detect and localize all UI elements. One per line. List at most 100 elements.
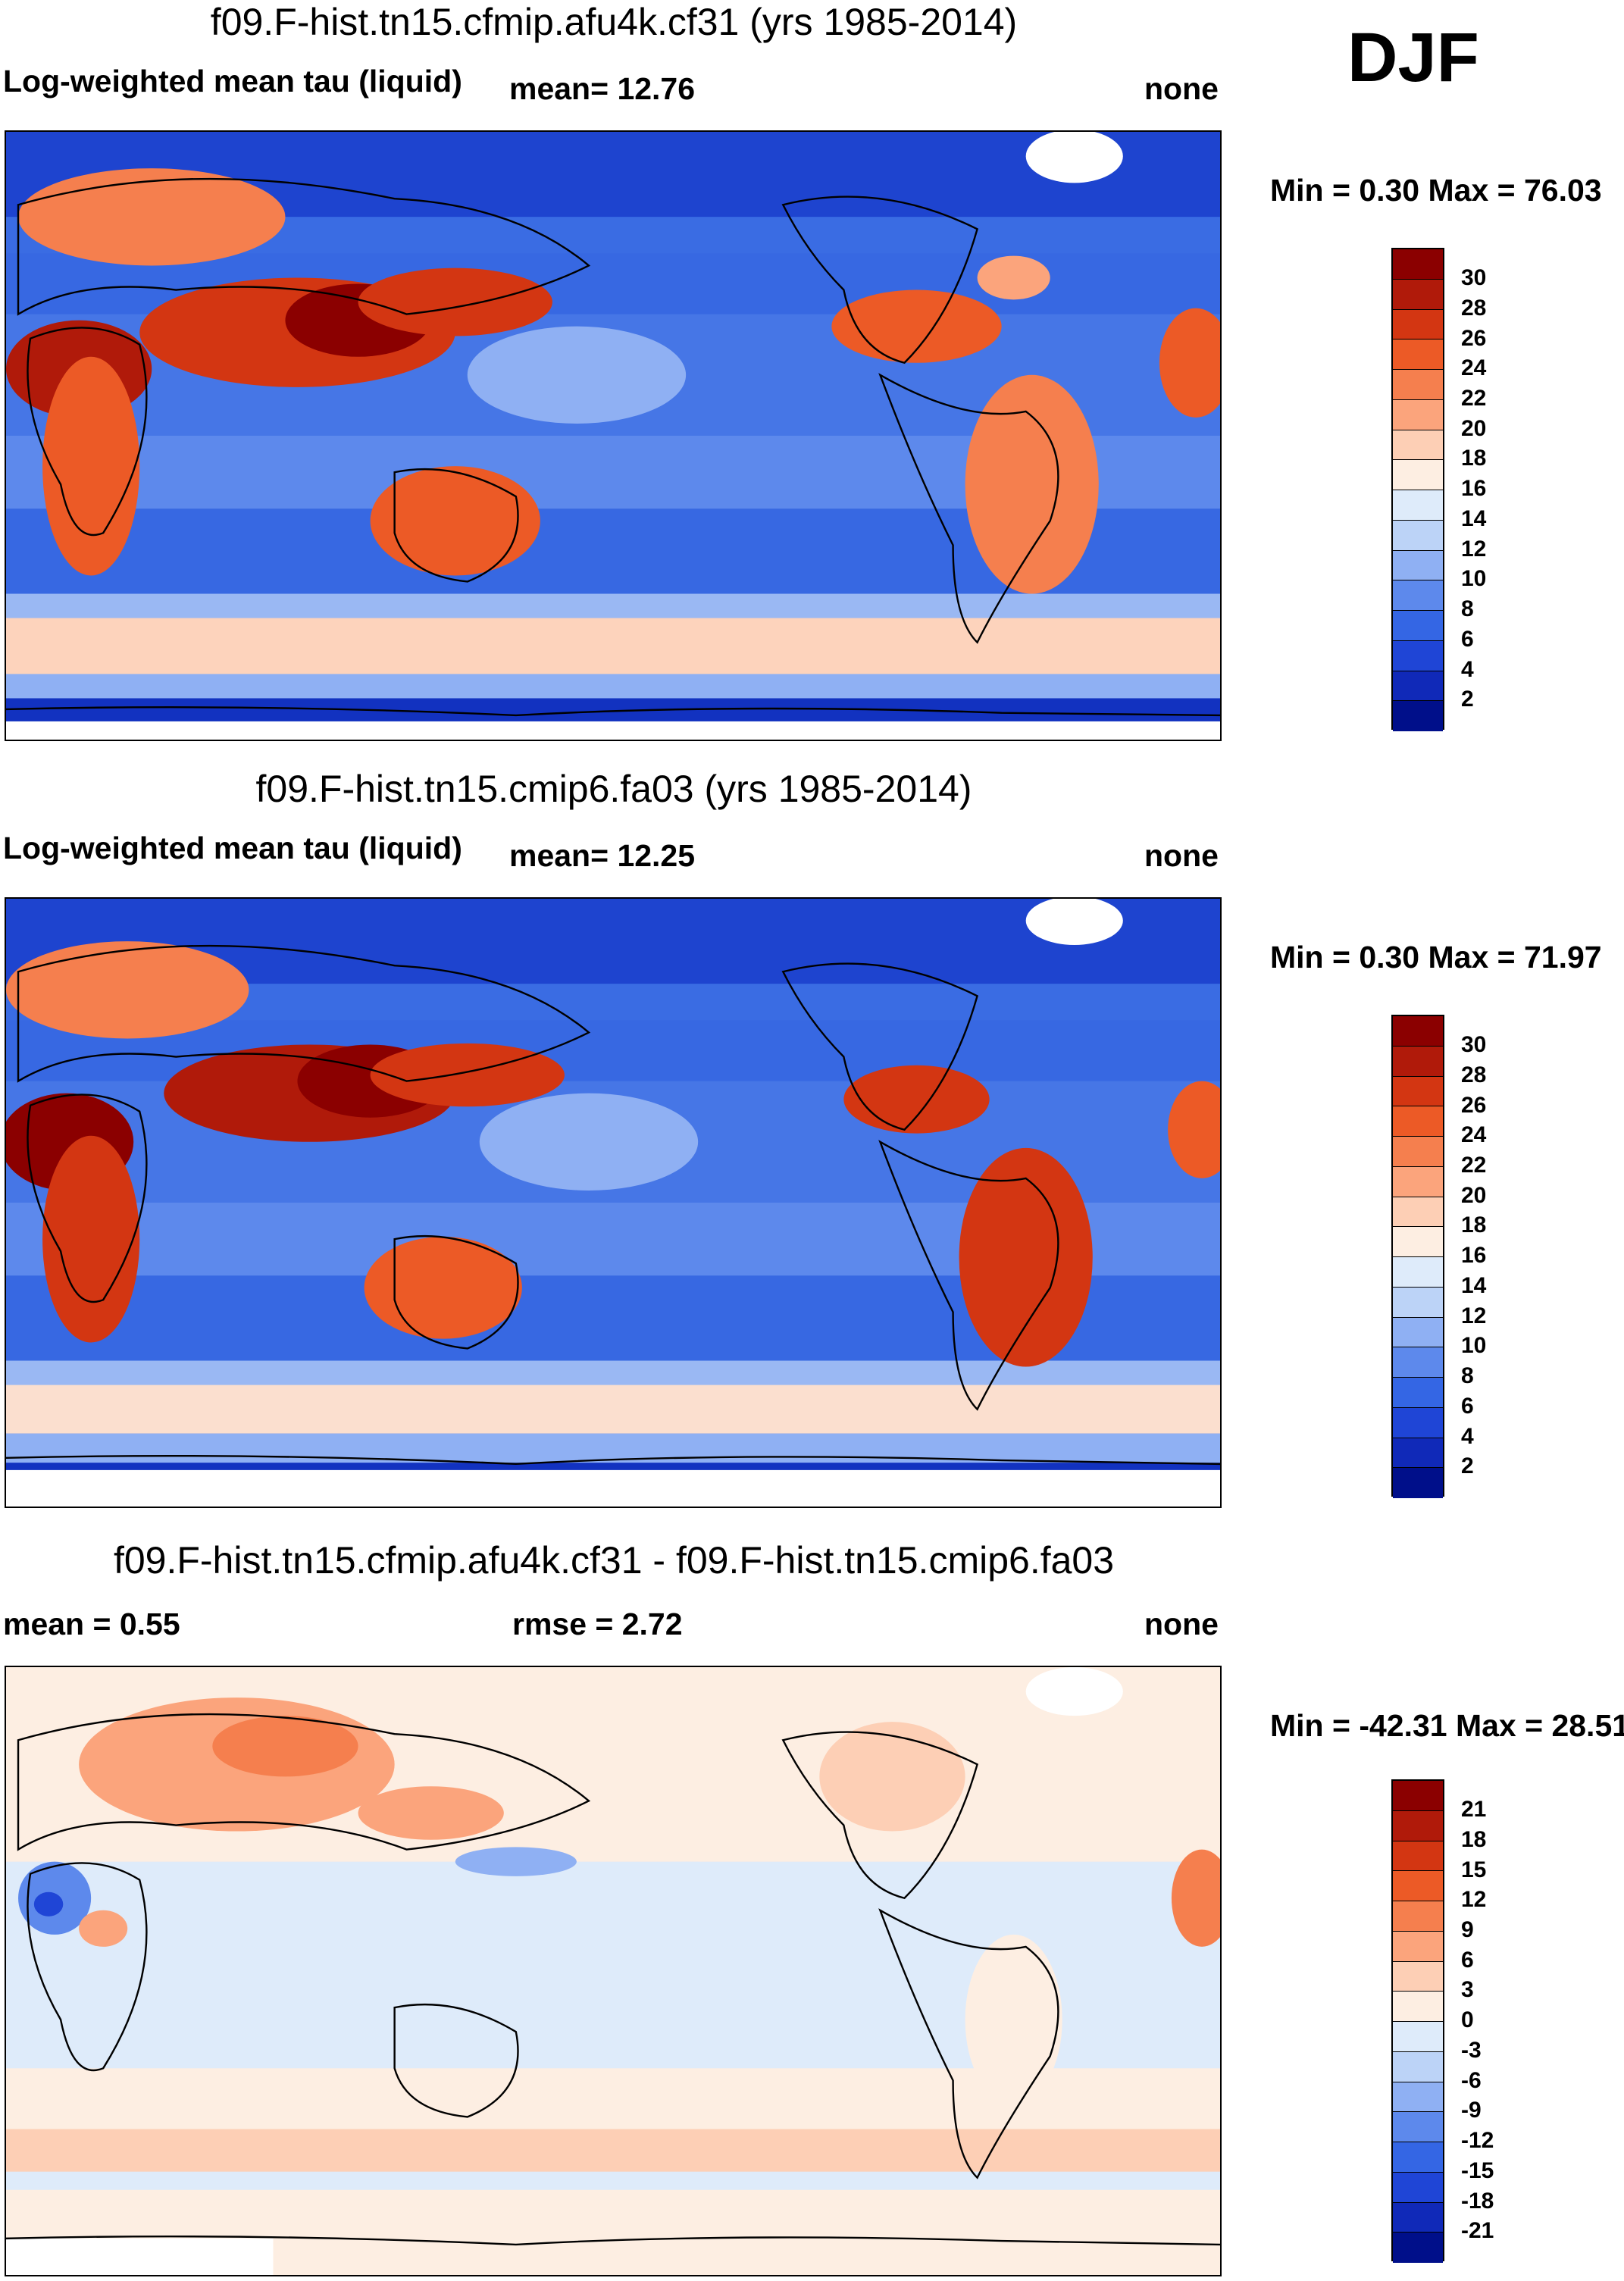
- panel1-colorbar-segment: [1393, 580, 1443, 611]
- panel3-colorbar-segment: [1393, 1931, 1443, 1962]
- panel3-tick-label: 12: [1461, 1887, 1487, 1912]
- panel1-tick-label: 22: [1461, 386, 1487, 411]
- panel3-colorbar-segment: [1393, 2142, 1443, 2173]
- panel3-minmax: Min = -42.31 Max = 28.51: [1270, 1708, 1624, 1743]
- panel1-tick-label: 14: [1461, 506, 1487, 531]
- panel2-tick-label: 4: [1461, 1424, 1474, 1449]
- season-label: DJF: [1347, 19, 1479, 96]
- panel1-colorbar-segment: [1393, 370, 1443, 400]
- panel3-colorbar-segment: [1393, 2022, 1443, 2052]
- panel1-tick-label: 2: [1461, 687, 1474, 712]
- panel1-colorbar-segment: [1393, 550, 1443, 581]
- panel1-colorbar-segment: [1393, 399, 1443, 430]
- panel2-minmax: Min = 0.30 Max = 71.97: [1270, 940, 1602, 975]
- panel1-map: [5, 130, 1222, 741]
- panel2-tick-label: 28: [1461, 1062, 1487, 1087]
- panel3-tick-label: -15: [1461, 2158, 1494, 2183]
- panel3-colorbar-segment: [1393, 2233, 1443, 2263]
- panel2-map-svg: [6, 899, 1220, 1507]
- panel2-tick-label: 20: [1461, 1183, 1487, 1208]
- panel2-colorbar-segment: [1393, 1076, 1443, 1107]
- panel2-colorbar-segment: [1393, 1106, 1443, 1137]
- panel2-tick-label: 6: [1461, 1394, 1474, 1419]
- panel3-tick-label: -21: [1461, 2218, 1494, 2243]
- panel1-colorbar-segment: [1393, 249, 1443, 280]
- panel1-colorbar-segment: [1393, 611, 1443, 641]
- panel3-colorbar-segment: [1393, 2202, 1443, 2233]
- panel1-tick-label: 20: [1461, 416, 1487, 441]
- panel2-tick-label: 24: [1461, 1122, 1487, 1147]
- panel3-colorbar-segment: [1393, 1781, 1443, 1811]
- panel1-title: f09.F-hist.tn15.cfmip.afu4k.cf31 (yrs 19…: [210, 1, 1018, 43]
- panel3-units: none: [1144, 1607, 1219, 1641]
- panel1-tick-label: 8: [1461, 596, 1474, 621]
- panel1-variable-label: Log-weighted mean tau (liquid): [3, 64, 462, 99]
- panel3-tick-label: 6: [1461, 1948, 1474, 1973]
- panel2-colorbar-segment: [1393, 1227, 1443, 1257]
- panel1-colorbar-segment: [1393, 490, 1443, 521]
- panel1-tick-label: 6: [1461, 627, 1474, 652]
- panel1-colorbar-segment: [1393, 309, 1443, 340]
- panel3-tick-label: 0: [1461, 2007, 1474, 2032]
- panel2-tick-label: 18: [1461, 1212, 1487, 1237]
- panel1-tick-label: 26: [1461, 326, 1487, 351]
- panel2-variable-label: Log-weighted mean tau (liquid): [3, 831, 462, 865]
- panel1-colorbar-segment: [1393, 640, 1443, 671]
- panel2-colorbar-segment: [1393, 1317, 1443, 1348]
- panel3-tick-label: -3: [1461, 2038, 1482, 2063]
- panel2-tick-label: 30: [1461, 1032, 1487, 1057]
- panel1-tick-label: 4: [1461, 657, 1474, 682]
- panel2-tick-label: 8: [1461, 1363, 1474, 1388]
- panel2-tick-label: 10: [1461, 1333, 1487, 1358]
- panel1-tick-label: 10: [1461, 566, 1487, 591]
- panel3-tick-label: 3: [1461, 1977, 1474, 2002]
- panel2-colorbar-segment: [1393, 1438, 1443, 1469]
- panel3-rmse: rmse = 2.72: [512, 1607, 683, 1641]
- panel3-colorbar: [1391, 1779, 1444, 2263]
- panel1-colorbar-segment: [1393, 279, 1443, 310]
- panel2-colorbar: [1391, 1015, 1444, 1498]
- panel3-tick-label: 9: [1461, 1917, 1474, 1942]
- panel2-colorbar-segment: [1393, 1347, 1443, 1378]
- panel2-mean: mean= 12.25: [509, 838, 696, 873]
- panel3-tick-label: -6: [1461, 2068, 1482, 2093]
- panel2-tick-label: 16: [1461, 1243, 1487, 1268]
- panel2-tick-label: 12: [1461, 1303, 1487, 1328]
- panel3-colorbar-segment: [1393, 2051, 1443, 2082]
- panel3-colorbar-segment: [1393, 1841, 1443, 1872]
- panel1-units: none: [1144, 71, 1219, 106]
- panel2-tick-label: 26: [1461, 1093, 1487, 1118]
- panel2-colorbar-segment: [1393, 1137, 1443, 1167]
- panel3-colorbar-segment: [1393, 1901, 1443, 1932]
- panel3-map: [5, 1666, 1222, 2276]
- panel1-minmax: Min = 0.30 Max = 76.03: [1270, 173, 1602, 208]
- panel1-tick-label: 12: [1461, 537, 1487, 562]
- panel2-tick-label: 22: [1461, 1153, 1487, 1178]
- panel1-tick-label: 18: [1461, 446, 1487, 471]
- panel3-colorbar-segment: [1393, 1992, 1443, 2022]
- panel3-colorbar-segment: [1393, 1810, 1443, 1841]
- panel2-colorbar-segment: [1393, 1407, 1443, 1438]
- panel1-tick-label: 30: [1461, 265, 1487, 290]
- panel1-tick-label: 28: [1461, 296, 1487, 321]
- panel3-colorbar-segment: [1393, 1871, 1443, 1901]
- panel3-colorbar-segment: [1393, 1961, 1443, 1992]
- panel1-colorbar-segment: [1393, 701, 1443, 731]
- panel1-colorbar-segment: [1393, 430, 1443, 461]
- panel3-tick-label: -9: [1461, 2098, 1482, 2123]
- panel3-title: f09.F-hist.tn15.cfmip.afu4k.cf31 - f09.F…: [113, 1539, 1115, 1582]
- panel1-map-svg: [6, 132, 1220, 740]
- panel3-colorbar-segment: [1393, 2112, 1443, 2142]
- panel2-colorbar-segment: [1393, 1468, 1443, 1498]
- panel2-units: none: [1144, 838, 1219, 873]
- panel3-tick-label: 21: [1461, 1797, 1487, 1822]
- panel3-tick-label: 15: [1461, 1857, 1487, 1882]
- panel1-colorbar-segment: [1393, 520, 1443, 551]
- panel2-colorbar-segment: [1393, 1287, 1443, 1318]
- panel2-colorbar-segment: [1393, 1257, 1443, 1288]
- panel3-tick-label: -12: [1461, 2128, 1494, 2153]
- panel1-colorbar-segment: [1393, 460, 1443, 490]
- panel1-colorbar-segment: [1393, 671, 1443, 702]
- panel2-title: f09.F-hist.tn15.cmip6.fa03 (yrs 1985-201…: [255, 768, 972, 810]
- panel3-tick-label: -18: [1461, 2189, 1494, 2214]
